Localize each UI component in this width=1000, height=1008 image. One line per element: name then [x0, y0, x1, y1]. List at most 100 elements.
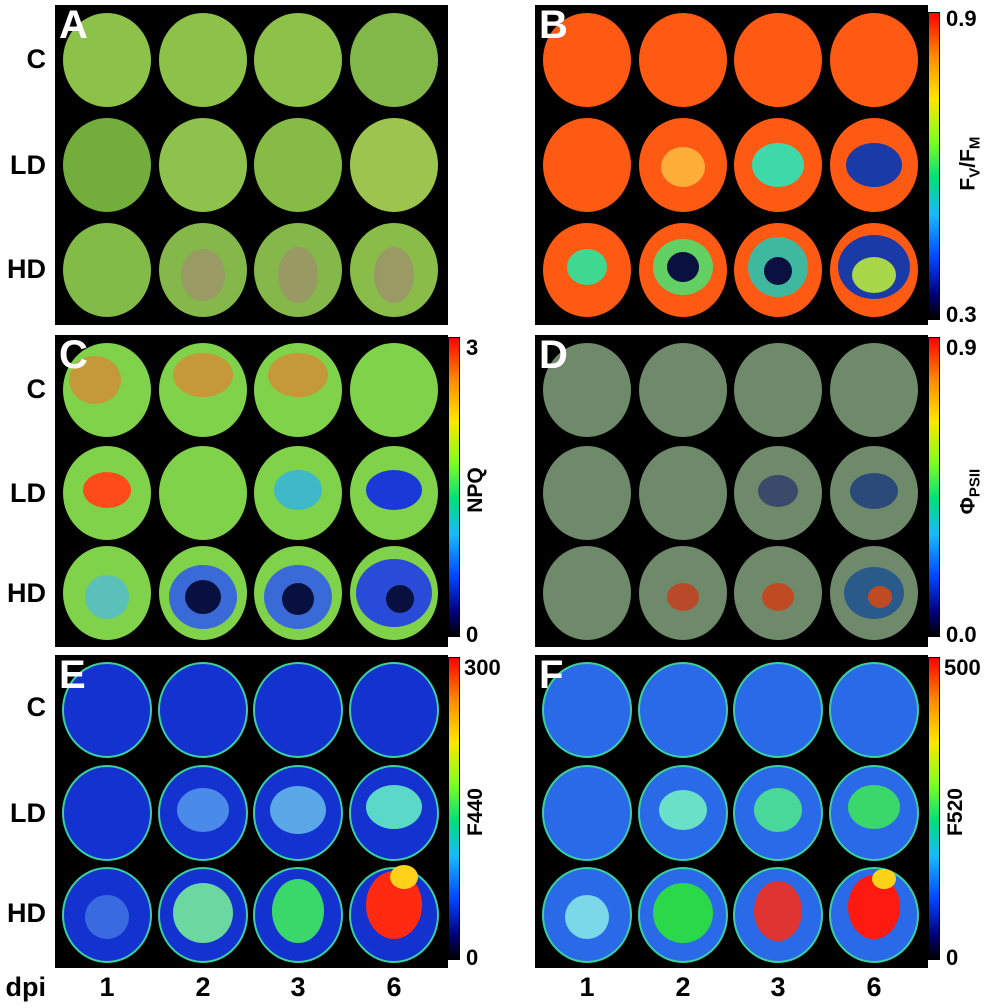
- panel-label-e: E: [59, 655, 86, 697]
- lesion: [754, 788, 802, 832]
- lesion: [374, 247, 414, 303]
- row-label-hd: HD: [7, 254, 46, 284]
- lesion: [177, 788, 229, 832]
- axis-title-d: ΦPSII: [956, 468, 984, 515]
- lesion: [366, 470, 422, 510]
- tick-b-top: 0.9: [946, 6, 977, 31]
- row-label-c: C: [26, 692, 47, 722]
- leaf-grid-d: [543, 343, 918, 640]
- panel-e: E: [55, 655, 448, 968]
- leaf: [62, 765, 152, 861]
- leaf: [62, 662, 152, 758]
- row-label-hd: HD: [7, 578, 46, 608]
- lesion: [852, 257, 896, 293]
- panel-label-d: D: [539, 335, 568, 377]
- axis-title-c: NPQ: [464, 467, 487, 513]
- leaf: [543, 546, 631, 640]
- lesion: [185, 580, 221, 614]
- colorbar-e: [448, 657, 460, 960]
- panel-a: A: [55, 5, 448, 325]
- colorbar-c: [448, 337, 460, 637]
- lesion: [764, 257, 792, 285]
- panel-b: B: [535, 5, 928, 325]
- leaf: [734, 13, 822, 107]
- lesion: [848, 875, 900, 939]
- col-label: 2: [675, 972, 691, 1002]
- lesion: [386, 585, 414, 613]
- lesion: [850, 473, 898, 509]
- axis-title-b: FV/FM: [956, 136, 984, 191]
- leaf: [830, 343, 918, 437]
- row-label-c: C: [26, 44, 47, 74]
- tick-d-top: 0.9: [946, 335, 977, 360]
- col-label: 3: [770, 972, 786, 1002]
- leaf: [543, 118, 631, 212]
- row-label-hd: HD: [7, 898, 46, 928]
- leaf: [638, 662, 728, 758]
- col-label: 6: [386, 972, 402, 1002]
- leaf: [350, 13, 438, 107]
- col-label: 6: [866, 972, 882, 1002]
- lesion: [653, 883, 713, 943]
- colorbar-d: [928, 337, 940, 637]
- leaf: [733, 662, 823, 758]
- leaf: [543, 446, 631, 540]
- row-label-ld: LD: [10, 798, 46, 828]
- panel-c: C: [55, 335, 448, 647]
- lesion: [83, 472, 131, 508]
- leaf: [63, 223, 151, 317]
- lesion: [85, 895, 129, 939]
- lesion: [758, 475, 798, 507]
- lesion: [659, 790, 707, 830]
- leaf: [830, 13, 918, 107]
- lesion: [762, 583, 794, 611]
- lesion: [274, 470, 322, 510]
- colorbar-b: [928, 12, 940, 320]
- lesion: [565, 895, 609, 939]
- tick-e-top: 300: [464, 655, 501, 680]
- col-label: 2: [195, 972, 211, 1002]
- tick-e-bottom: 0: [466, 945, 479, 970]
- leaf: [254, 118, 342, 212]
- panel-d: D: [535, 335, 928, 647]
- leaf-grid-a: [63, 13, 438, 317]
- lesion: [278, 247, 318, 303]
- leaf-grid-c: [63, 343, 438, 640]
- leaf: [253, 662, 343, 758]
- tick-f-top: 500: [944, 655, 981, 680]
- lesion: [85, 575, 129, 619]
- lesion: [173, 353, 233, 397]
- leaf: [639, 446, 727, 540]
- leaf: [159, 13, 247, 107]
- row-label-c: C: [26, 374, 47, 404]
- leaf: [639, 13, 727, 107]
- lesion: [272, 879, 324, 943]
- lesion: [667, 252, 699, 282]
- lesion: [366, 785, 422, 829]
- leaf-grid-f: [542, 662, 919, 963]
- col-label: 1: [99, 972, 115, 1002]
- leaf: [734, 343, 822, 437]
- panel-label-c: C: [59, 335, 88, 377]
- panel-label-b: B: [539, 5, 568, 47]
- tick-d-bottom: 0.0: [946, 622, 977, 647]
- colorbar-f: [928, 657, 940, 960]
- lesion: [846, 143, 902, 187]
- leaf: [639, 343, 727, 437]
- panel-label-a: A: [59, 5, 88, 47]
- leaf: [349, 662, 439, 758]
- row-label-ld: LD: [10, 150, 46, 180]
- panel-f: F: [535, 655, 928, 968]
- lesion: [752, 143, 804, 187]
- tick-c-top: 3: [466, 335, 479, 360]
- leaf: [63, 118, 151, 212]
- tick-f-bottom: 0: [946, 945, 959, 970]
- lesion: [268, 353, 328, 397]
- row-label-ld: LD: [10, 478, 46, 508]
- axis-title-f: F520: [944, 788, 967, 836]
- leaf-grid-e: [62, 662, 439, 963]
- lesion: [282, 583, 314, 615]
- leaf: [350, 343, 438, 437]
- leaf: [159, 118, 247, 212]
- leaf: [254, 13, 342, 107]
